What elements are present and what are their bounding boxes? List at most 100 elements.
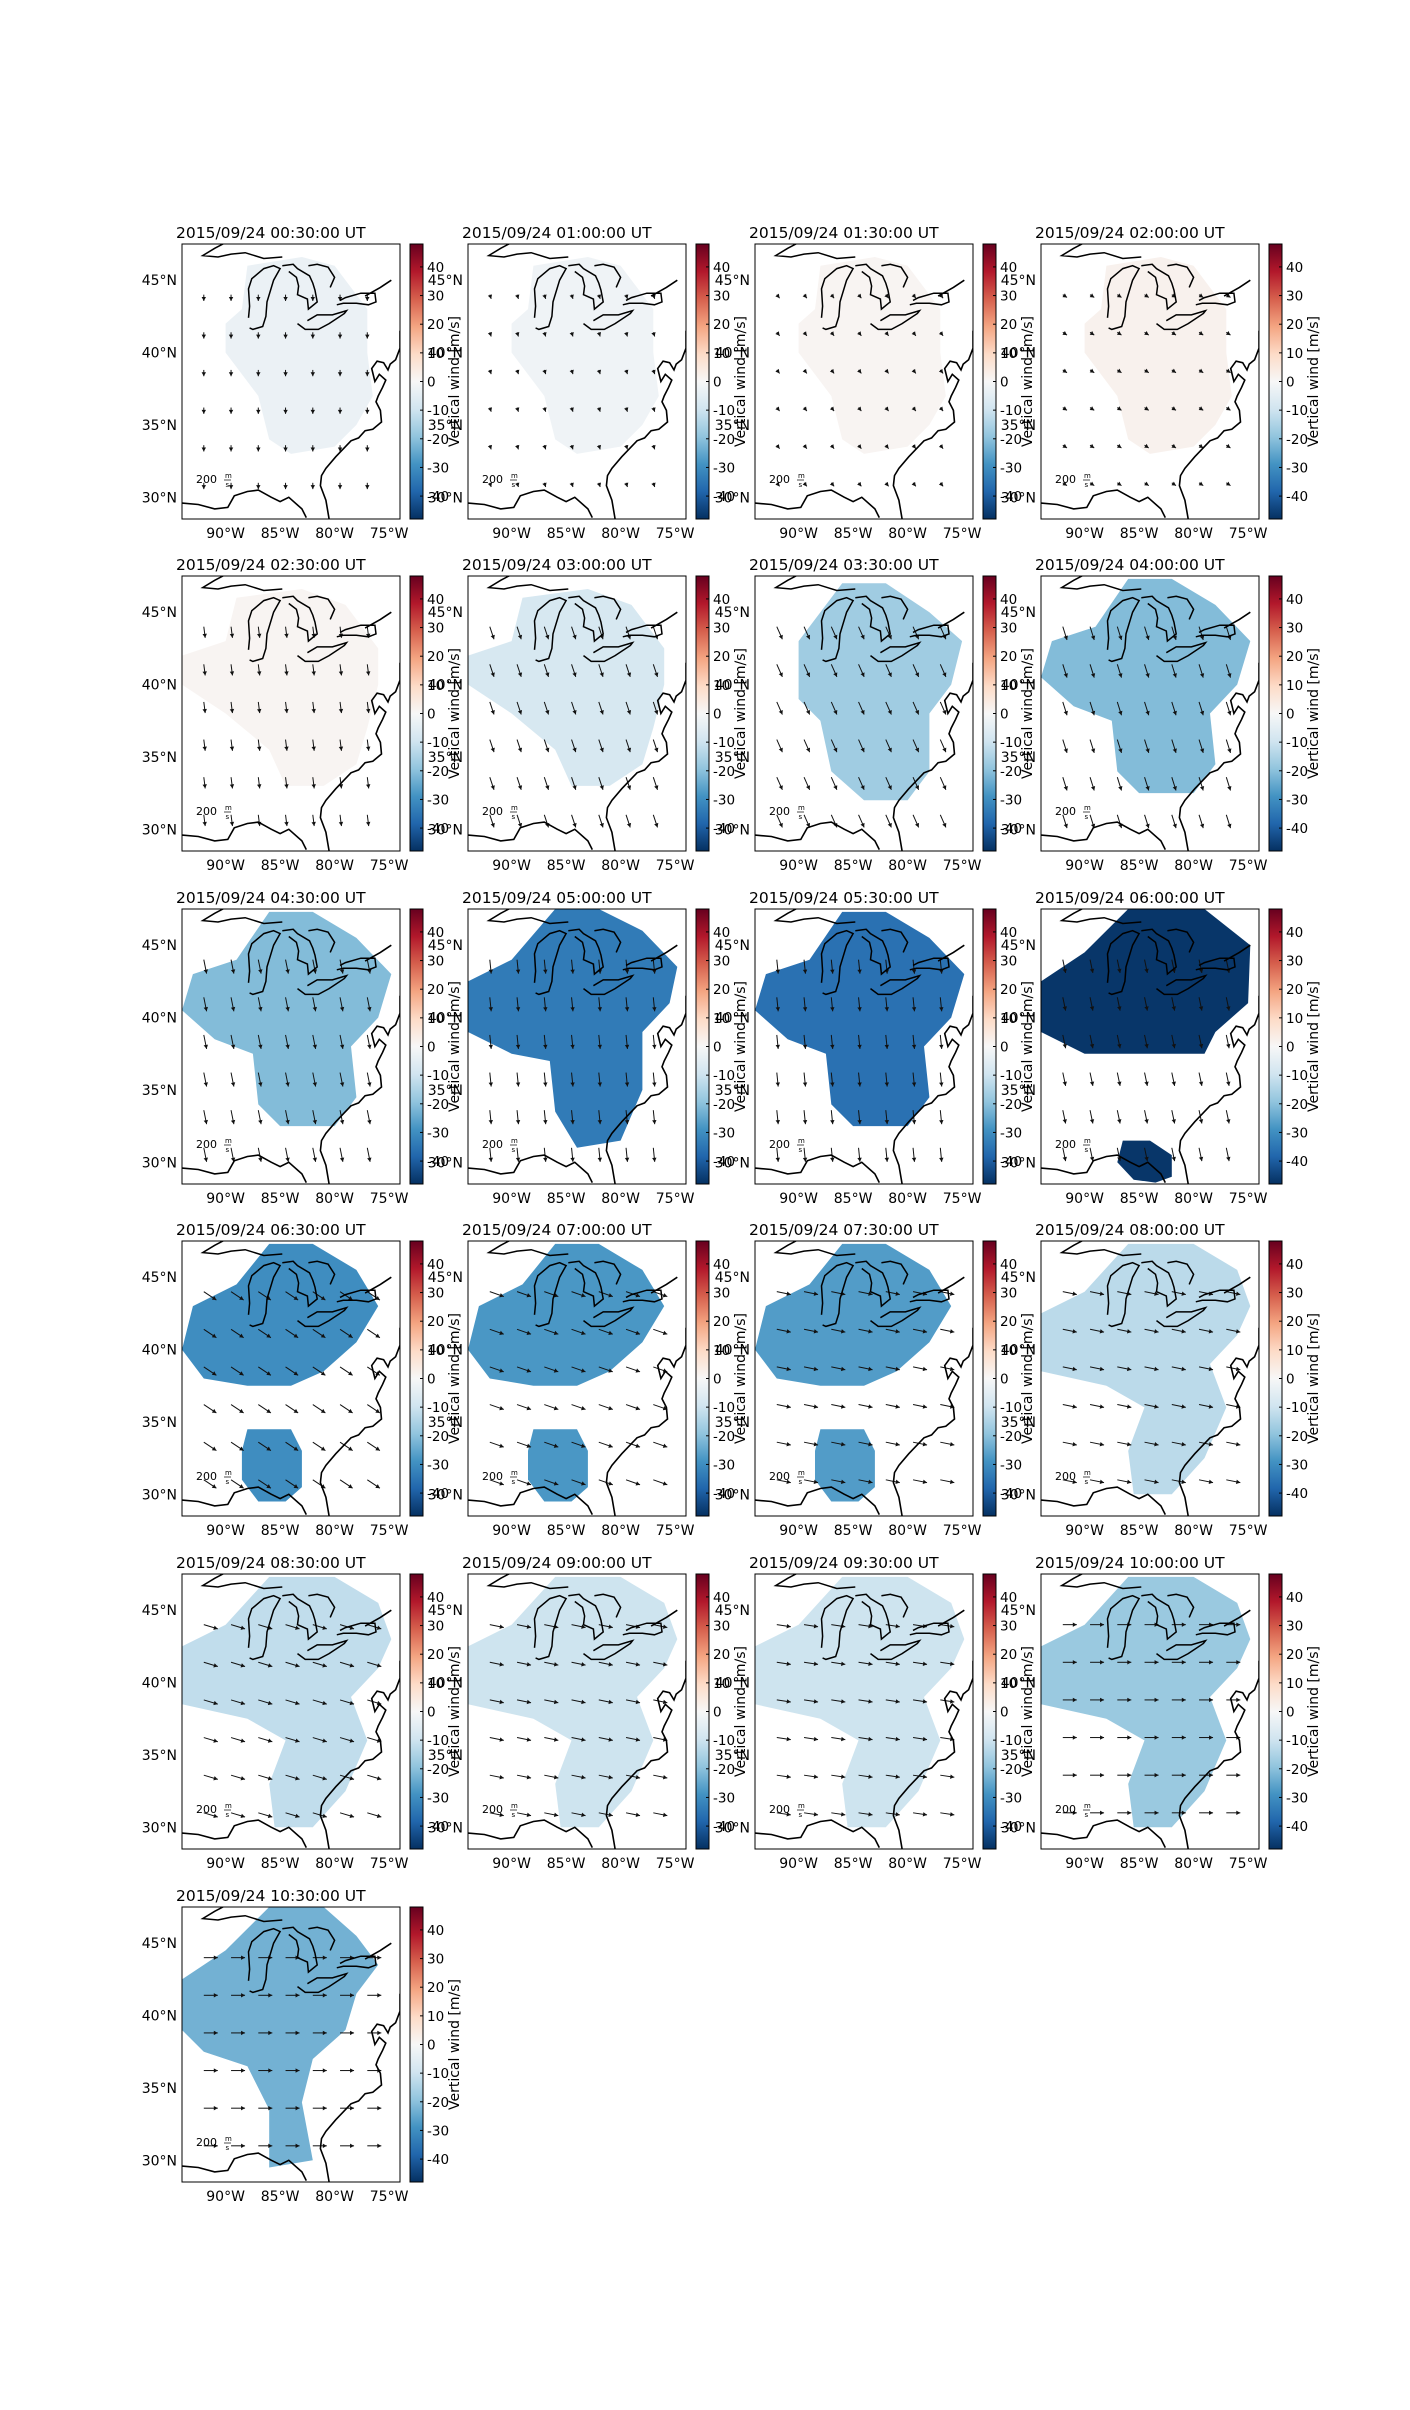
colorbar-tick-label: 40 (427, 1590, 444, 1606)
latitude-tick-label: 30°N (142, 2153, 177, 2169)
colorbar-tick-label: 10 (713, 1011, 730, 1027)
longitude-tick-label: 80°W (1174, 1523, 1213, 1539)
lake-shoreline (909, 1289, 950, 1303)
lake-shoreline (200, 1907, 283, 1923)
colorbar-tick-label: -20 (427, 1429, 449, 1445)
lake-shoreline (909, 957, 950, 971)
longitude-tick-label: 75°W (370, 526, 409, 542)
reference-arrow-value: 200 (196, 473, 217, 486)
coastline (605, 1660, 686, 1849)
latitude-tick-label: 40°N (142, 1676, 177, 1692)
lake-shoreline (820, 264, 855, 331)
latitude-tick-label: 30°N (428, 1820, 463, 1836)
colorbar-tick-label: -30 (1286, 1457, 1308, 1473)
reference-arrow-value: 200 (1055, 1470, 1076, 1483)
latitude-tick-label: 40°N (1001, 346, 1036, 362)
lake-shoreline (1106, 596, 1141, 663)
colorbar-tick-label: 20 (713, 317, 730, 333)
reference-arrow-value: 200 (769, 805, 790, 818)
colorbar-tick-label: -10 (713, 1733, 735, 1749)
longitude-tick-label: 75°W (370, 1856, 409, 1872)
panel-title: 2015/09/24 01:00:00 UT (462, 224, 652, 242)
lake-shoreline (336, 624, 377, 638)
reference-arrow-unit-num: m (225, 2135, 232, 2143)
latitude-tick-label: 30°N (142, 822, 177, 838)
lake-shoreline (486, 1574, 569, 1590)
colorbar-tick-label: 30 (713, 1286, 730, 1302)
panel-title: 2015/09/24 04:00:00 UT (1035, 556, 1225, 574)
colorbar-tick-label: -40 (1000, 1154, 1022, 1170)
longitude-tick-label: 75°W (656, 526, 695, 542)
colorbar-tick-label: 40 (1000, 260, 1017, 276)
latitude-tick-label: 35°N (715, 1415, 750, 1431)
lake-shoreline (1167, 1593, 1195, 1618)
colorbar-tick-label: 0 (713, 1705, 722, 1721)
colorbar-tick-label: -10 (1000, 1733, 1022, 1749)
map-frame (754, 908, 974, 1185)
lake-shoreline (870, 1639, 922, 1661)
lake-shoreline (870, 309, 922, 331)
longitude-tick-label: 90°W (206, 526, 245, 542)
map-frame (754, 243, 974, 520)
reference-arrow-unit-den: s (226, 2144, 230, 2152)
longitude-tick-label: 80°W (315, 1856, 354, 1872)
lake-shoreline (282, 1260, 319, 1308)
colorbar-tick-label: 10 (427, 1011, 444, 1027)
lake-shoreline (622, 1622, 663, 1636)
reference-arrow-unit-num: m (225, 804, 232, 812)
colorbar-tick-label: -30 (1000, 1457, 1022, 1473)
panel-title: 2015/09/24 02:30:00 UT (176, 556, 366, 574)
wind-vector-arrows (1062, 959, 1231, 1162)
lake-shoreline (533, 264, 568, 331)
colorbar-tick-label: 40 (1286, 925, 1303, 941)
latitude-tick-label: 45°N (715, 1270, 750, 1286)
colorbar-tick-label: 10 (1286, 346, 1303, 362)
longitude-tick-label: 90°W (779, 526, 818, 542)
panel-title: 2015/09/24 09:00:00 UT (462, 1554, 652, 1572)
colorbar-tick-label: 40 (1000, 1590, 1017, 1606)
latitude-tick-label: 40°N (142, 1343, 177, 1359)
reference-arrow-unit-den: s (799, 813, 803, 821)
colorbar-tick-label: -10 (713, 1400, 735, 1416)
coastline (892, 662, 973, 851)
lake-shoreline (881, 1593, 909, 1618)
reference-arrow-unit-den: s (226, 1478, 230, 1486)
colorbar-tick-label: 10 (427, 2009, 444, 2025)
colorbar-tick-label: 20 (1000, 317, 1017, 333)
wind-vector-arrows (489, 1624, 668, 1817)
lake-shoreline (297, 974, 349, 996)
reference-arrow-value: 200 (769, 473, 790, 486)
colorbar-tick-label: -10 (1000, 403, 1022, 419)
lake-shoreline (594, 595, 622, 620)
colorbar-tick-label: 20 (1286, 1647, 1303, 1663)
wind-field-region (1084, 257, 1232, 454)
lake-shoreline (1059, 1574, 1142, 1590)
latitude-tick-label: 45°N (142, 1603, 177, 1619)
colorbar-tick-label: 10 (713, 1676, 730, 1692)
panel-title: 2015/09/24 07:30:00 UT (749, 1221, 939, 1239)
colorbar-tick-label: 20 (427, 317, 444, 333)
coastline (319, 1993, 400, 2182)
lake-shoreline (870, 1306, 922, 1328)
longitude-tick-label: 75°W (1229, 1191, 1268, 1207)
latitude-tick-label: 35°N (1001, 1083, 1036, 1099)
colorbar-tick-label: -30 (427, 792, 449, 808)
colorbar-label: Vertical wind [m/s] (447, 1313, 463, 1444)
latitude-tick-label: 35°N (428, 1083, 463, 1099)
colorbar-tick-label: 30 (1000, 1619, 1017, 1635)
colorbar-tick-label: 30 (1000, 954, 1017, 970)
longitude-tick-label: 80°W (601, 1523, 640, 1539)
lake-shoreline (820, 1594, 855, 1661)
colorbar-tick-label: 30 (713, 954, 730, 970)
reference-arrow-unit-den: s (1085, 1146, 1089, 1154)
colorbar-tick-label: 10 (1000, 1676, 1017, 1692)
reference-arrow-unit-num: m (225, 1802, 232, 1810)
colorbar-tick-label: -10 (713, 403, 735, 419)
lake-shoreline (1195, 1622, 1236, 1636)
colorbar-tick-label: -20 (1000, 432, 1022, 448)
